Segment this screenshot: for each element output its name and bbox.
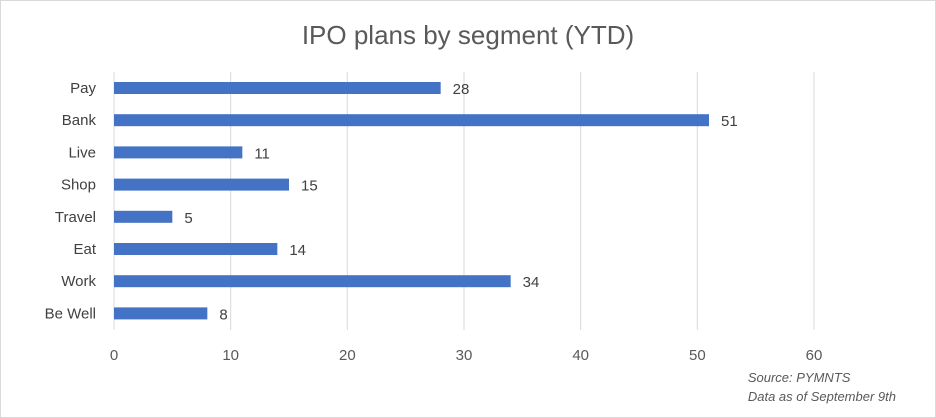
x-tick-label: 30 bbox=[456, 347, 473, 364]
data-label: 15 bbox=[301, 178, 318, 195]
data-label: 5 bbox=[184, 210, 192, 227]
category-label: Pay bbox=[70, 80, 96, 97]
data-label: 8 bbox=[219, 306, 227, 323]
category-label: Bank bbox=[62, 112, 97, 129]
x-tick-label: 60 bbox=[806, 347, 823, 364]
x-tick-label: 10 bbox=[222, 347, 239, 364]
data-label: 14 bbox=[289, 242, 306, 259]
chart-title: IPO plans by segment (YTD) bbox=[301, 20, 635, 50]
bar bbox=[114, 210, 173, 223]
category-label: Be Well bbox=[45, 305, 96, 322]
bar bbox=[114, 307, 208, 320]
bar bbox=[114, 178, 289, 191]
category-label: Eat bbox=[73, 241, 96, 258]
bar bbox=[114, 275, 511, 288]
bars bbox=[114, 82, 709, 320]
bar bbox=[114, 146, 243, 159]
x-tick-label: 0 bbox=[110, 347, 118, 364]
x-tick-label: 20 bbox=[339, 347, 356, 364]
x-tick-label: 40 bbox=[572, 347, 589, 364]
gridlines bbox=[113, 72, 815, 330]
bar bbox=[114, 243, 278, 255]
bar bbox=[114, 82, 441, 94]
labels: 0 10 20 30 40 50 60 Pay 28 Bank 51 Live 11 Shop 15 Trav… bbox=[45, 80, 823, 364]
x-tick-label: 50 bbox=[689, 347, 706, 364]
data-label: 28 bbox=[453, 81, 470, 98]
category-label: Shop bbox=[61, 177, 96, 194]
category-label: Live bbox=[68, 144, 96, 161]
source-line: Source: PYMNTS bbox=[747, 370, 851, 385]
bar bbox=[114, 114, 709, 127]
data-date-line: Data as of September 9th bbox=[747, 389, 896, 404]
source-note: Source: PYMNTS Data as of September 9th bbox=[748, 368, 896, 406]
category-label: Travel bbox=[55, 209, 96, 226]
category-label: Work bbox=[61, 273, 96, 290]
data-label: 51 bbox=[721, 113, 738, 130]
data-label: 11 bbox=[254, 145, 270, 162]
data-label: 34 bbox=[523, 274, 540, 291]
